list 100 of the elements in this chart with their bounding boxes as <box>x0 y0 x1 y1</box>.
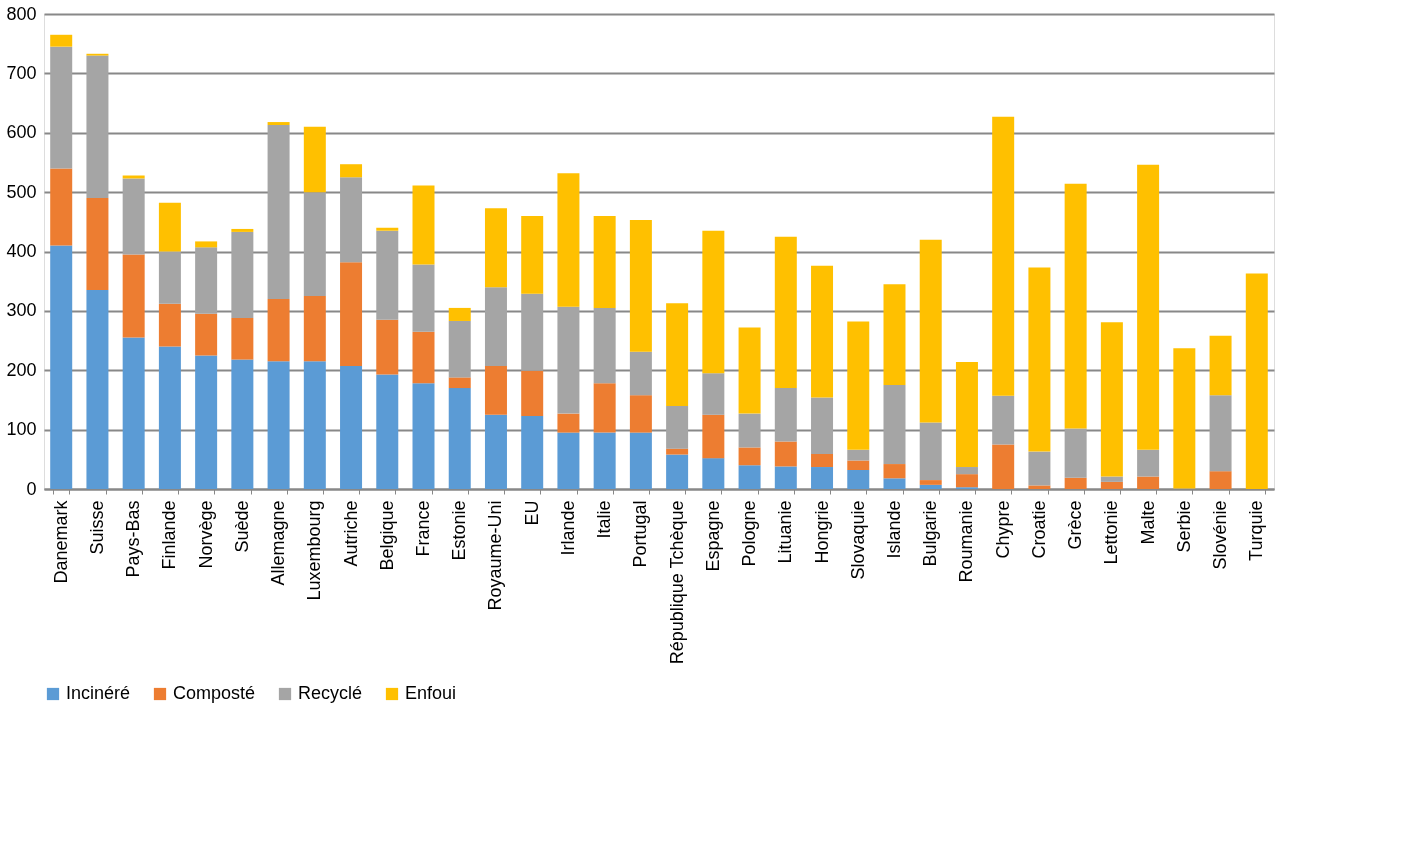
y-tick-label: 400 <box>6 241 37 261</box>
bar <box>267 361 290 489</box>
bar <box>448 307 471 321</box>
bar <box>376 374 399 489</box>
bar <box>412 264 435 332</box>
x-tick-label: Pologne <box>739 500 760 567</box>
bar <box>231 318 254 360</box>
bar <box>593 307 616 384</box>
bar <box>50 34 73 47</box>
bar <box>955 361 978 468</box>
bar <box>521 415 544 489</box>
bar <box>158 303 181 347</box>
bar <box>557 173 580 307</box>
x-tick-label: Islande <box>883 500 904 559</box>
bar <box>448 320 471 378</box>
bar <box>738 465 761 489</box>
x-tick-label: Slovaquie <box>847 500 868 580</box>
x-tick-label: Espagne <box>702 500 723 572</box>
bar <box>702 373 725 415</box>
bar <box>629 220 652 352</box>
x-tick-label: Irlande <box>557 500 578 556</box>
bar <box>303 361 326 489</box>
bar <box>1245 273 1268 489</box>
x-tick-label: Bulgarie <box>920 500 941 567</box>
bar <box>919 239 942 423</box>
bar <box>883 478 906 489</box>
bar <box>50 245 73 489</box>
bar <box>86 198 109 291</box>
bar <box>231 359 254 489</box>
bar <box>231 228 254 232</box>
bar <box>593 383 616 433</box>
x-tick-label: Portugal <box>630 500 651 568</box>
x-tick-label: Grèce <box>1065 500 1086 550</box>
bar <box>267 122 290 126</box>
x-tick-label: Pays-Bas <box>123 500 144 578</box>
bar <box>303 296 326 362</box>
bar <box>340 262 363 367</box>
bar <box>955 474 978 488</box>
x-tick-label: EU <box>521 500 542 526</box>
bar <box>919 480 942 485</box>
x-tick-label: Roumanie <box>956 500 977 583</box>
bar <box>593 432 616 489</box>
bar <box>376 230 399 320</box>
x-tick-label: Autriche <box>340 500 361 567</box>
bar <box>774 441 797 467</box>
bar <box>557 432 580 489</box>
bar <box>883 464 906 479</box>
bar <box>1028 451 1051 486</box>
bar <box>774 466 797 489</box>
bar <box>158 251 181 304</box>
y-tick-label: 200 <box>6 359 37 380</box>
x-tick-label: Belgique <box>376 500 397 571</box>
bar <box>158 346 181 489</box>
bar <box>412 383 435 489</box>
bar <box>267 299 290 362</box>
bar <box>448 377 471 389</box>
bar <box>158 202 181 252</box>
bar <box>340 366 363 489</box>
bar <box>340 177 363 263</box>
y-tick-label: 0 <box>26 478 37 499</box>
bar <box>557 413 580 433</box>
bar <box>521 293 544 371</box>
bar <box>883 385 906 465</box>
bar <box>919 484 942 489</box>
bar <box>484 208 507 288</box>
bar <box>1100 476 1123 482</box>
bar <box>1064 428 1087 478</box>
x-tick-label: Luxembourg <box>304 500 325 601</box>
bar <box>1064 183 1087 429</box>
y-tick-label: 500 <box>6 181 37 202</box>
y-tick-label: 300 <box>6 300 37 321</box>
bar <box>774 236 797 389</box>
bar <box>521 215 544 294</box>
legend-label: Incinéré <box>66 683 131 703</box>
x-tick-label: Norvège <box>195 500 216 569</box>
bar <box>448 388 471 489</box>
bar <box>702 458 725 489</box>
legend-label: Enfoui <box>405 683 457 703</box>
bar <box>195 247 218 314</box>
legend-label: Composté <box>173 683 256 703</box>
x-tick-label: République Tchèque <box>666 500 687 665</box>
bar <box>666 448 689 455</box>
bar <box>195 241 218 248</box>
bar <box>738 413 761 448</box>
bar <box>992 116 1015 396</box>
bar <box>774 388 797 442</box>
bar <box>50 46 73 169</box>
bar <box>1100 481 1123 489</box>
bar <box>376 319 399 375</box>
x-tick-label: Hongrie <box>811 500 832 564</box>
bar <box>811 265 834 398</box>
x-tick-label: Turquie <box>1246 500 1267 561</box>
bar <box>702 414 725 459</box>
bar <box>666 303 689 406</box>
bar <box>195 355 218 489</box>
x-tick-label: Malte <box>1137 500 1158 545</box>
y-tick-label: 600 <box>6 122 37 143</box>
x-tick-label: Estonie <box>449 500 470 561</box>
bar <box>883 284 906 386</box>
bar <box>521 370 544 416</box>
